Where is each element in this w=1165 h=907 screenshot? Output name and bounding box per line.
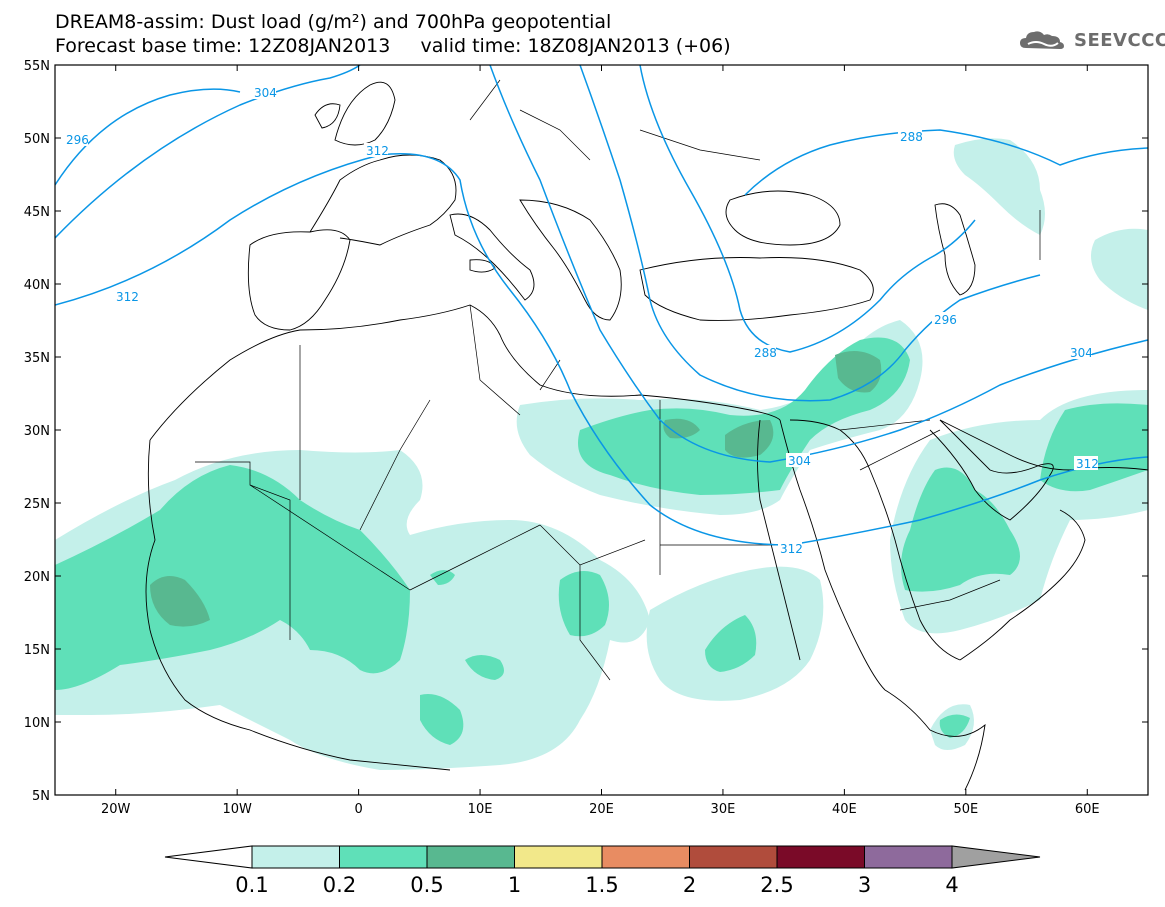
colorbar-label: 2 xyxy=(683,873,696,897)
lat-label: 35N xyxy=(24,351,50,366)
map-area: 296 304 312 312 288 288 296 304 304 312 … xyxy=(55,65,1148,795)
contour-label-304-egypt: 304 xyxy=(788,454,811,468)
forecast-times: Forecast base time: 12Z08JAN2013 valid t… xyxy=(55,35,731,57)
contour-label-288: 288 xyxy=(900,130,923,144)
contour-296-east xyxy=(579,65,1041,402)
colorbar-label: 0.5 xyxy=(410,873,443,897)
colorbar-label: 0.2 xyxy=(323,873,356,897)
lon-label: 10E xyxy=(468,802,493,817)
contour-label-288-south: 288 xyxy=(754,346,777,360)
contour-label-312-east: 312 xyxy=(1076,457,1099,471)
colorbar-swatch xyxy=(776,845,865,869)
contour-312-main xyxy=(55,153,1148,546)
lat-label: 25N xyxy=(24,497,50,512)
colorbar-label: 3 xyxy=(858,873,871,897)
contour-288-north xyxy=(744,129,1148,196)
colorbar-swatch xyxy=(689,845,778,869)
contour-label-296-east: 296 xyxy=(934,313,957,327)
coastlines xyxy=(145,81,1148,791)
colorbar-swatch xyxy=(426,845,515,869)
lat-label: 20N xyxy=(24,570,50,585)
geopotential-contours xyxy=(55,65,1148,546)
lat-label: 50N xyxy=(24,132,50,147)
dust-shading-medium xyxy=(55,337,1148,745)
colorbar-label: 0.1 xyxy=(235,873,268,897)
contour-labels: 296 304 312 312 288 288 296 304 304 312 … xyxy=(64,85,1099,556)
lat-label: 10N xyxy=(24,716,50,731)
colorbar-label: 1.5 xyxy=(585,873,618,897)
contour-label-312: 312 xyxy=(366,144,389,158)
colorbar-label: 1 xyxy=(508,873,521,897)
lat-label: 55N xyxy=(24,59,50,74)
longitude-axis: 20W 10W 0 10E 20E 30E 40E 50E 60E xyxy=(101,65,1100,817)
map-title: DREAM8-assim: Dust load (g/m²) and 700hP… xyxy=(55,11,612,33)
contour-label-296: 296 xyxy=(66,133,89,147)
lon-label: 20E xyxy=(589,802,614,817)
country-borders xyxy=(195,79,1041,681)
contour-288 xyxy=(639,65,976,353)
logo-text: SEEVCCC xyxy=(1074,29,1165,51)
lat-label: 40N xyxy=(24,278,50,293)
colorbar-over-arrow xyxy=(951,845,1041,869)
colorbar-label: 4 xyxy=(945,873,958,897)
colorbar-swatch xyxy=(251,845,340,869)
lat-label: 30N xyxy=(24,424,50,439)
colorbar-swatch xyxy=(601,845,690,869)
lat-label: 45N xyxy=(24,205,50,220)
lon-label: 40E xyxy=(832,802,857,817)
contour-label-312-south: 312 xyxy=(780,542,803,556)
seevccc-logo: SEEVCCC xyxy=(1018,28,1165,52)
colorbar-swatch xyxy=(514,845,603,869)
contour-label-304: 304 xyxy=(254,86,277,100)
lon-label: 0 xyxy=(354,802,362,817)
lat-label: 5N xyxy=(32,789,50,804)
lon-label: 50E xyxy=(953,802,978,817)
lon-label: 30E xyxy=(711,802,736,817)
colorbar-label: 2.5 xyxy=(760,873,793,897)
dust-shading-dense xyxy=(150,351,882,627)
lon-label: 20W xyxy=(101,802,131,817)
colorbar-swatch xyxy=(339,845,428,869)
lat-label: 15N xyxy=(24,643,50,658)
contour-304-east xyxy=(489,65,1148,463)
contour-296-west xyxy=(55,88,241,186)
contour-label-304-east: 304 xyxy=(1070,346,1093,360)
contour-304-north xyxy=(55,65,361,239)
colorbar-swatch xyxy=(864,845,953,869)
colorbar: 0.1 0.2 0.5 1 1.5 2 2.5 3 4 xyxy=(164,845,1041,897)
cloud-icon xyxy=(1020,31,1064,49)
latitude-axis: 55N 50N 45N 40N 35N 30N 25N 20N 15N 10N 5N xyxy=(24,59,1148,804)
lon-label: 10W xyxy=(222,802,252,817)
colorbar-under-arrow xyxy=(164,845,253,869)
contour-label-312-west: 312 xyxy=(116,290,139,304)
lon-label: 60E xyxy=(1075,802,1100,817)
